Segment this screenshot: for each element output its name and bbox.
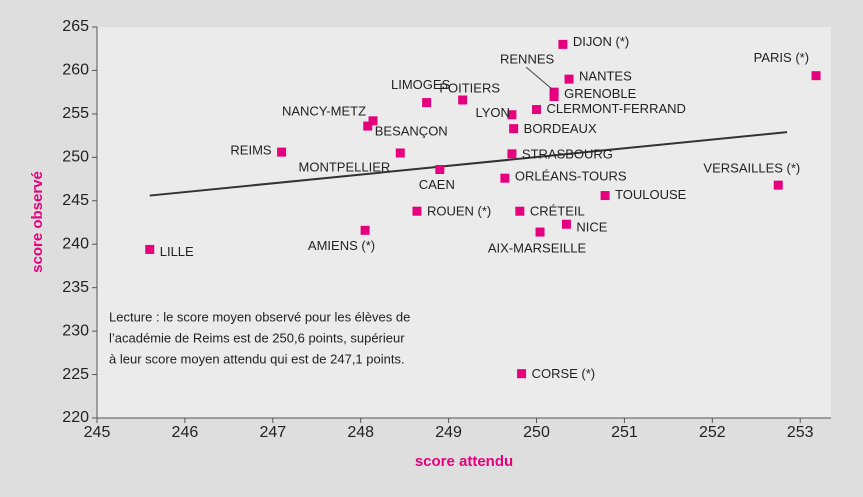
point-label: RENNES [500,52,555,67]
trend-line [149,131,788,197]
point [412,206,422,216]
point-label: CLERMONT-FERRAND [547,101,686,116]
point [395,148,405,158]
point-label: ORLÉANS-TOURS [515,169,627,184]
note-line: à leur score moyen attendu qui est de 24… [109,351,405,366]
x-tick-label: 245 [84,424,111,441]
point [435,164,445,174]
leader-line [525,66,553,90]
point-label: BESANÇON [375,123,448,138]
point [422,98,432,108]
point [532,105,542,115]
y-tick-label: 250 [62,149,89,166]
point [360,225,370,235]
x-tick-label: 252 [699,424,726,441]
point-label: LILLE [160,244,194,259]
point-label: GRENOBLE [564,86,637,101]
x-tick-label: 251 [611,424,638,441]
point [773,180,783,190]
point [549,92,559,102]
point [368,116,378,126]
y-tick-label: 235 [62,279,89,296]
plot-area [97,27,831,418]
point [600,191,610,201]
point-label: AMIENS (*) [308,238,375,253]
point-label: TOULOUSE [615,187,687,202]
point [811,71,821,81]
point [509,124,519,134]
point-label: LIMOGES [391,77,451,92]
point-label: AIX-MARSEILLE [488,240,587,255]
point [558,39,568,49]
point-label: DIJON (*) [573,34,629,49]
point-label: CAEN [419,177,455,192]
x-axis-title: score attendu [415,453,513,470]
y-axis-title: score observé [29,171,46,273]
y-tick-label: 245 [62,192,89,209]
point [517,369,527,379]
y-tick-label: 255 [62,105,89,122]
point-label: POITIERS [439,80,500,95]
point [515,206,525,216]
point [507,110,517,120]
point-label: CRÉTEIL [530,204,585,219]
x-tick-label: 247 [259,424,286,441]
point [458,95,468,105]
y-tick-label: 230 [62,322,89,339]
x-tick-label: 248 [347,424,374,441]
point-label: VERSAILLES (*) [703,161,800,176]
point [564,74,574,84]
note-line: Lecture : le score moyen observé pour le… [109,309,410,324]
y-tick-label: 220 [62,409,89,426]
x-tick-label: 253 [787,424,814,441]
point-label: REIMS [230,143,272,158]
point-label: STRASBOURG [522,146,613,161]
x-tick-label: 250 [523,424,550,441]
point [145,244,155,254]
y-tick-label: 240 [62,235,89,252]
point-label: LYON [475,105,509,120]
point-label: BORDEAUX [524,121,597,136]
point-label: MONTPELLIER [299,159,391,174]
x-tick-label: 246 [172,424,199,441]
point-label: NICE [576,220,607,235]
y-tick-label: 260 [62,62,89,79]
point [561,219,571,229]
point-label: PARIS (*) [754,50,809,65]
point-label: CORSE (*) [532,366,596,381]
point [535,227,545,237]
point-label: NANCY-METZ [282,103,366,118]
point [500,173,510,183]
note-line: l’académie de Reims est de 250,6 points,… [109,330,405,345]
point [277,147,287,157]
y-tick-label: 225 [62,366,89,383]
point-label: NANTES [579,69,632,84]
y-tick-label: 265 [62,18,89,35]
x-tick-label: 249 [435,424,462,441]
point [507,149,517,159]
point [363,121,373,131]
point-label: ROUEN (*) [427,204,491,219]
